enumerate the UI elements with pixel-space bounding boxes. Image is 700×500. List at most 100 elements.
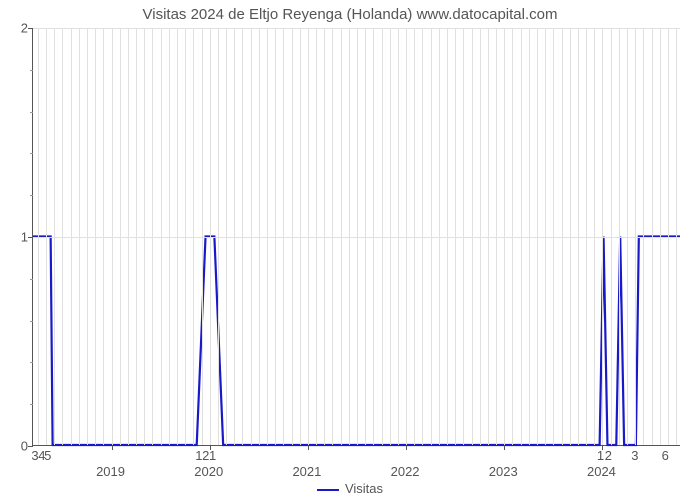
gridline-v <box>627 28 628 445</box>
gridline-v <box>521 28 522 445</box>
gridline-v <box>324 28 325 445</box>
gridline-v <box>177 28 178 445</box>
ytick-label: 1 <box>21 230 28 245</box>
gridline-v <box>185 28 186 445</box>
gridline-v <box>144 28 145 445</box>
gridline-v <box>103 28 104 445</box>
gridline-v <box>422 28 423 445</box>
gridline-v <box>635 28 636 445</box>
ytick-minor <box>30 153 33 154</box>
gridline-v <box>586 28 587 445</box>
gridline-v <box>472 28 473 445</box>
gridline-v <box>643 28 644 445</box>
gridline-v <box>602 28 603 445</box>
gridline-v <box>652 28 653 445</box>
gridline-v <box>488 28 489 445</box>
gridline-v <box>570 28 571 445</box>
gridline-v <box>95 28 96 445</box>
gridline-v <box>152 28 153 445</box>
gridline-v <box>349 28 350 445</box>
gridline-v <box>341 28 342 445</box>
gridline-v <box>373 28 374 445</box>
gridline-v <box>316 28 317 445</box>
gridline-v <box>128 28 129 445</box>
legend-swatch <box>317 489 339 491</box>
gridline-v <box>504 28 505 445</box>
value-label: 1 <box>597 448 604 463</box>
gridline-v <box>382 28 383 445</box>
gridline-v <box>545 28 546 445</box>
ytick-mark <box>28 28 33 29</box>
gridline-v <box>226 28 227 445</box>
gridline-v <box>365 28 366 445</box>
gridline-v <box>537 28 538 445</box>
gridline-v <box>332 28 333 445</box>
gridline-v <box>210 28 211 445</box>
xtick-mark <box>112 445 113 450</box>
gridline-v <box>668 28 669 445</box>
gridline-v <box>87 28 88 445</box>
gridline-v <box>120 28 121 445</box>
gridline-v <box>414 28 415 445</box>
gridline-v <box>553 28 554 445</box>
gridline-v <box>357 28 358 445</box>
gridline-v <box>169 28 170 445</box>
xtick-label: 2024 <box>587 464 616 479</box>
gridline-v <box>267 28 268 445</box>
gridline-v <box>578 28 579 445</box>
chart-title: Visitas 2024 de Eltjo Reyenga (Holanda) … <box>0 6 700 23</box>
gridline-v <box>46 28 47 445</box>
gridline-v <box>275 28 276 445</box>
legend-label: Visitas <box>345 481 383 496</box>
value-label: 3 <box>631 448 638 463</box>
gridline-v <box>463 28 464 445</box>
ytick-mark <box>28 446 33 447</box>
gridline-v <box>161 28 162 445</box>
gridline-v <box>512 28 513 445</box>
gridline-v <box>390 28 391 445</box>
gridline-v <box>62 28 63 445</box>
ytick-minor <box>30 321 33 322</box>
ytick-mark <box>28 237 33 238</box>
gridline-v <box>406 28 407 445</box>
value-label: 1 <box>209 448 216 463</box>
ytick-minor <box>30 195 33 196</box>
value-label: 5 <box>44 448 51 463</box>
gridline-v <box>619 28 620 445</box>
gridline-v <box>234 28 235 445</box>
gridline-v <box>496 28 497 445</box>
gridline-v <box>112 28 113 445</box>
gridline-v <box>439 28 440 445</box>
gridline-v <box>660 28 661 445</box>
gridline-v <box>193 28 194 445</box>
xtick-label: 2020 <box>194 464 223 479</box>
gridline-v <box>292 28 293 445</box>
gridline-v <box>38 28 39 445</box>
legend: Visitas <box>0 481 700 496</box>
gridline-v <box>480 28 481 445</box>
gridline-v <box>562 28 563 445</box>
gridline-v <box>79 28 80 445</box>
ytick-minor <box>30 279 33 280</box>
gridline-v <box>251 28 252 445</box>
gridline-v <box>218 28 219 445</box>
gridline-v <box>431 28 432 445</box>
ytick-minor <box>30 112 33 113</box>
gridline-v <box>594 28 595 445</box>
xtick-mark <box>308 445 309 450</box>
gridline-v <box>455 28 456 445</box>
ytick-label: 0 <box>21 439 28 454</box>
visits-chart: Visitas 2024 de Eltjo Reyenga (Holanda) … <box>0 0 700 500</box>
gridline-v <box>259 28 260 445</box>
xtick-mark <box>406 445 407 450</box>
gridline-v <box>283 28 284 445</box>
xtick-label: 2021 <box>292 464 321 479</box>
xtick-label: 2023 <box>489 464 518 479</box>
ytick-minor <box>30 362 33 363</box>
xtick-mark <box>504 445 505 450</box>
gridline-v <box>300 28 301 445</box>
gridline-v <box>529 28 530 445</box>
xtick-label: 2022 <box>391 464 420 479</box>
plot-area <box>32 28 680 446</box>
gridline-v <box>202 28 203 445</box>
